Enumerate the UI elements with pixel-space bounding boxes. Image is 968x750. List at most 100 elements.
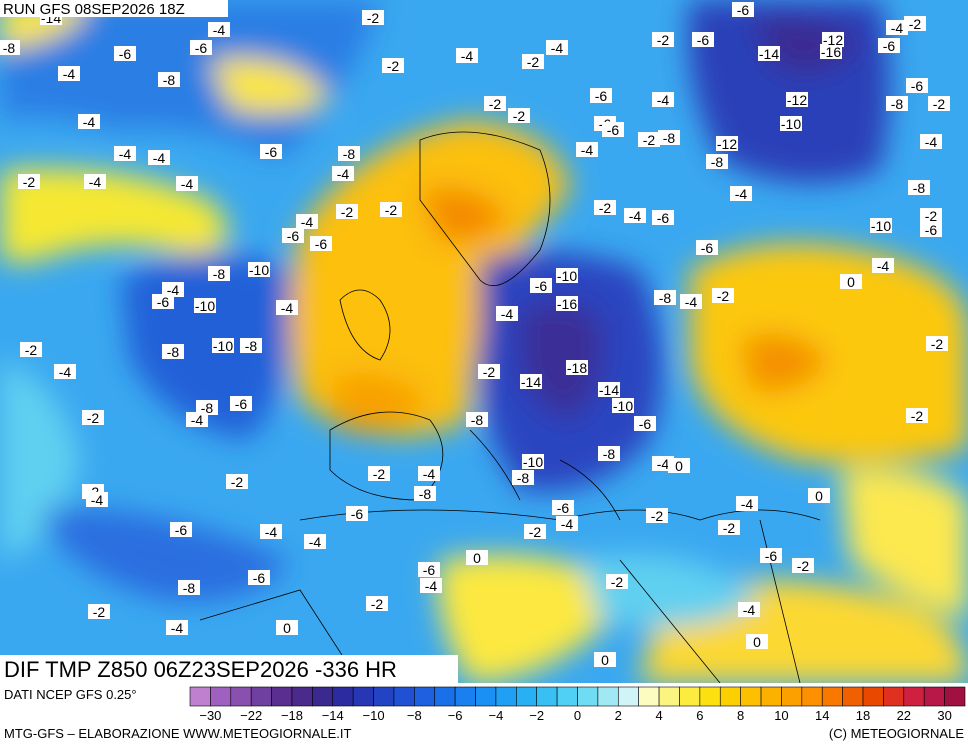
color-swatch bbox=[454, 686, 476, 707]
contour-label: -12 bbox=[823, 32, 843, 48]
contour-label: -4 bbox=[89, 174, 102, 190]
contour-label: -4 bbox=[741, 496, 754, 512]
contour-label: -2 bbox=[933, 96, 946, 112]
label-box bbox=[718, 520, 740, 535]
label-box bbox=[696, 240, 718, 255]
contour-label: -4 bbox=[743, 602, 756, 618]
label-box bbox=[152, 294, 174, 309]
color-swatch bbox=[516, 686, 538, 707]
label-box bbox=[598, 382, 620, 397]
contour-label: -8 bbox=[471, 412, 484, 428]
label-box bbox=[508, 108, 530, 123]
colorbar-label: 2 bbox=[615, 708, 622, 723]
color-swatch bbox=[230, 686, 252, 707]
contour-label: -2 bbox=[911, 408, 924, 424]
contour-label: -6 bbox=[195, 40, 208, 56]
contour-label: -4 bbox=[153, 150, 166, 166]
label-box bbox=[496, 306, 518, 321]
label-box bbox=[638, 132, 660, 147]
colorbar-label: 30 bbox=[937, 708, 951, 723]
color-swatch bbox=[556, 686, 578, 707]
contour-label: -6 bbox=[557, 500, 570, 516]
label-box bbox=[466, 412, 488, 427]
contour-label: -4 bbox=[561, 516, 574, 532]
contour-label: -16 bbox=[557, 296, 577, 312]
label-box bbox=[612, 398, 634, 413]
label-box bbox=[658, 130, 680, 145]
label-box bbox=[692, 32, 714, 47]
contour-label: -6 bbox=[737, 2, 750, 18]
label-box bbox=[0, 40, 20, 55]
contour-label: 0 bbox=[675, 458, 683, 474]
contour-label: -4 bbox=[501, 306, 514, 322]
label-box bbox=[84, 174, 106, 189]
label-box bbox=[414, 486, 436, 501]
contour-label: -2 bbox=[489, 96, 502, 112]
label-box bbox=[276, 620, 298, 635]
label-box bbox=[230, 396, 252, 411]
contour-label: -4 bbox=[191, 412, 204, 428]
contour-label: -2 bbox=[231, 474, 244, 490]
label-box bbox=[906, 78, 928, 93]
color-swatch bbox=[903, 686, 925, 707]
colorbar-label: 4 bbox=[655, 708, 662, 723]
label-box bbox=[576, 142, 598, 157]
contour-label: -6 bbox=[701, 240, 714, 256]
label-box bbox=[338, 146, 360, 161]
contour-label: -10 bbox=[613, 398, 633, 414]
label-box bbox=[652, 32, 674, 47]
contour-label: -2 bbox=[25, 342, 38, 358]
label-box bbox=[512, 470, 534, 485]
contour-label: -4 bbox=[213, 22, 226, 38]
contour-label: -2 bbox=[643, 132, 656, 148]
color-swatch bbox=[801, 686, 823, 707]
colorbar-label: −30 bbox=[199, 708, 221, 723]
label-box bbox=[602, 122, 624, 137]
contour-label: -10 bbox=[213, 338, 233, 354]
label-box bbox=[822, 32, 844, 47]
contour-label: -8 bbox=[201, 400, 214, 416]
contour-label: -4 bbox=[59, 364, 72, 380]
label-box bbox=[310, 236, 332, 251]
contour-label: 0 bbox=[847, 274, 855, 290]
label-box bbox=[738, 602, 760, 617]
color-swatch bbox=[332, 686, 354, 707]
label-box bbox=[418, 466, 440, 481]
label-box bbox=[598, 446, 620, 461]
contour-label: -6 bbox=[423, 562, 436, 578]
label-box bbox=[556, 268, 578, 283]
contour-label: -4 bbox=[461, 48, 474, 64]
contour-label: -8 bbox=[183, 580, 196, 596]
colorbar-label: 22 bbox=[897, 708, 911, 723]
color-swatch bbox=[862, 686, 884, 707]
contour-label: -6 bbox=[765, 548, 778, 564]
contour-label: -6 bbox=[287, 228, 300, 244]
source: DATI NCEP GFS 0.25° bbox=[4, 687, 137, 702]
contour-label: -4 bbox=[685, 294, 698, 310]
label-box bbox=[478, 364, 500, 379]
contour-label: -6 bbox=[119, 46, 132, 62]
contour-label: -8 bbox=[3, 40, 16, 56]
contour-label: -4 bbox=[171, 620, 184, 636]
contour-label: -4 bbox=[425, 578, 438, 594]
title-box bbox=[0, 655, 458, 683]
label-box bbox=[746, 634, 768, 649]
label-box bbox=[162, 344, 184, 359]
contour-label: -4 bbox=[63, 66, 76, 82]
contour-label: -2 bbox=[909, 16, 922, 32]
contour-label: -2 bbox=[373, 466, 386, 482]
contour-label: -2 bbox=[367, 10, 380, 26]
label-box bbox=[114, 46, 136, 61]
contour-label: -10 bbox=[871, 218, 891, 234]
contour-label: -8 bbox=[663, 130, 676, 146]
label-box bbox=[186, 412, 208, 427]
label-box bbox=[886, 20, 908, 35]
label-box bbox=[878, 38, 900, 53]
contour-label: -6 bbox=[911, 78, 924, 94]
run-title: RUN GFS 08SEP2026 18Z bbox=[3, 1, 185, 18]
label-box bbox=[606, 574, 628, 589]
label-box bbox=[524, 524, 546, 539]
contour-label: -4 bbox=[281, 300, 294, 316]
label-box bbox=[808, 488, 830, 503]
